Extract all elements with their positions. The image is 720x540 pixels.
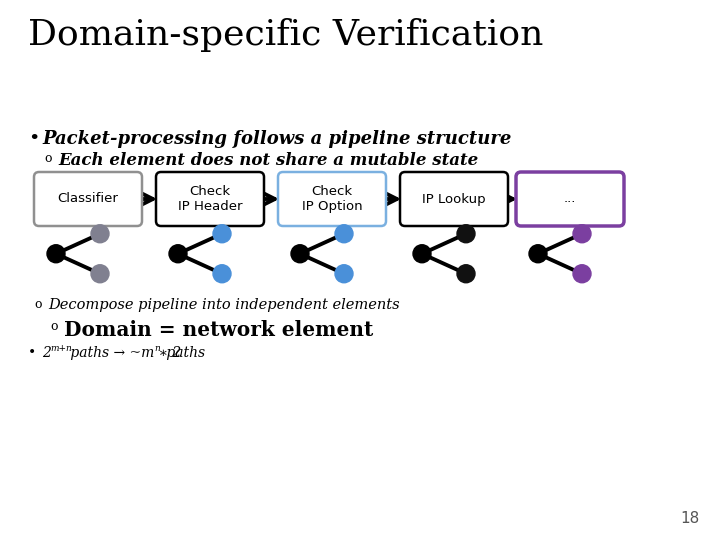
Text: o: o [50, 320, 58, 333]
FancyBboxPatch shape [156, 172, 264, 226]
Text: Domain-specific Verification: Domain-specific Verification [28, 18, 544, 52]
Text: •: • [28, 346, 36, 360]
Circle shape [335, 225, 353, 243]
Text: Classifier: Classifier [58, 192, 118, 206]
Text: paths: paths [162, 346, 205, 360]
Circle shape [335, 265, 353, 283]
Text: o: o [44, 152, 52, 165]
Circle shape [413, 245, 431, 263]
Text: o: o [34, 298, 42, 311]
Circle shape [529, 245, 547, 263]
Text: m+n: m+n [50, 344, 72, 353]
Text: ...: ... [564, 192, 576, 206]
Circle shape [457, 225, 475, 243]
Circle shape [573, 265, 591, 283]
Text: Decompose pipeline into independent elements: Decompose pipeline into independent elem… [48, 298, 400, 312]
Text: Check
IP Header: Check IP Header [178, 185, 242, 213]
Text: Packet-processing follows a pipeline structure: Packet-processing follows a pipeline str… [42, 130, 511, 148]
Circle shape [573, 225, 591, 243]
Text: 2: 2 [42, 346, 51, 360]
Text: IP Lookup: IP Lookup [422, 192, 486, 206]
Text: paths → ~m ∗ 2: paths → ~m ∗ 2 [66, 346, 181, 360]
FancyBboxPatch shape [400, 172, 508, 226]
Text: n: n [154, 344, 160, 353]
Circle shape [213, 225, 231, 243]
FancyBboxPatch shape [516, 172, 624, 226]
Text: Check
IP Option: Check IP Option [302, 185, 362, 213]
Text: Domain = network element: Domain = network element [64, 320, 373, 340]
Circle shape [291, 245, 309, 263]
Circle shape [457, 265, 475, 283]
Circle shape [91, 265, 109, 283]
Text: Each element does not share a mutable state: Each element does not share a mutable st… [58, 152, 478, 169]
Circle shape [91, 225, 109, 243]
Circle shape [47, 245, 65, 263]
Text: •: • [28, 130, 40, 148]
Circle shape [169, 245, 187, 263]
FancyBboxPatch shape [278, 172, 386, 226]
Circle shape [213, 265, 231, 283]
FancyBboxPatch shape [34, 172, 142, 226]
Text: 18: 18 [680, 511, 700, 526]
